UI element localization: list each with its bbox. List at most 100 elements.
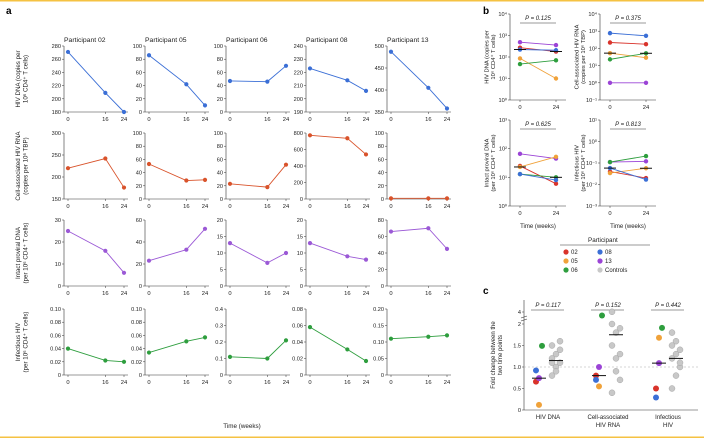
y-tick-label: 400 [294,164,303,170]
data-point [65,166,71,171]
data-point [65,346,71,351]
series-line [609,167,647,174]
data-point [202,177,208,182]
y-tick-label: 20 [55,240,61,246]
data-point [307,133,313,138]
x-tick-label: 24 [363,380,370,386]
control-point [616,350,624,358]
y-tick-label: 190 [294,110,303,116]
legend-swatch [563,249,569,255]
y-tick-label: 250 [52,153,61,159]
legend-label: 13 [605,259,612,265]
x-tick-label: 24 [202,117,209,123]
series-line [609,42,647,45]
chart-ylabel-line: two time points [498,335,504,375]
x-tick-label: 0 [66,117,69,123]
y-tick-label: 80 [136,144,142,150]
chart-ylabel: Intact proviral DNA(per 10⁶ CD4⁺ T cells… [484,134,497,191]
data-point [121,270,127,275]
y-tick-label: 0.08 [131,320,142,326]
y-tick-label: 240 [294,44,303,50]
y-tick-label: 0 [381,284,384,290]
data-point [643,177,649,182]
y-tick-label: 0.08 [50,320,61,326]
data-point [553,58,559,63]
series-line [519,173,557,178]
data-point [517,171,523,177]
participant-title: Participant 02 [64,37,106,44]
data-point [426,85,431,90]
x-tick-label: 16 [183,291,189,297]
y-tick-label: 0 [300,197,303,203]
p-value-label: P = 0.442 [655,303,681,309]
series-line [519,58,557,79]
x-tick-label: 24 [202,291,209,297]
legend-label: 06 [571,268,578,274]
y-tick-label: 40 [378,251,384,257]
participant-point [536,401,542,408]
data-point [121,359,127,364]
x-tick-label: 0 [147,291,150,297]
y-tick-label: 200 [294,181,303,187]
x-tick-label: 0 [389,117,392,123]
y-tick-label: 0 [220,197,223,203]
y-tick-label: 200 [52,97,61,103]
chart-ylabel-line: (per 10⁶ CD4⁺ T cells) [490,134,497,191]
row-ylabel-line: (copies per 10⁶ TBP) [22,137,29,194]
y-tick-label: 0.04 [50,347,61,353]
panel-a-grid: Participant 02 Participant 05 Participant … [15,37,451,430]
chart-ylabel-line: 10⁶ CD4⁺ T cells) [490,34,497,79]
data-point [643,159,649,164]
data-point [307,66,313,71]
control-point [548,342,556,349]
y-tick-label: 0 [58,373,61,379]
control-point [608,342,616,349]
series-line [309,326,367,362]
participant-point [599,312,605,319]
x-tick-label: 16 [344,380,350,386]
y-tick-label: 10⁴ [498,11,507,18]
y-tick-label: 60 [136,218,142,224]
data-point [283,63,289,68]
x-tick-label: 16 [264,291,270,297]
x-tick-label: 0 [147,117,150,123]
x-tick-label: 24 [444,291,451,297]
data-point [283,250,289,256]
participant-point [656,334,662,341]
data-point [227,241,233,246]
y-tick-label: 40 [136,240,142,246]
y-tick-label: 150 [52,197,61,203]
y-tick-label: 0.10 [131,307,142,313]
data-point [388,336,394,341]
y-tick-label: 10¹ [589,118,597,124]
data-point [643,80,649,86]
legend-label: 08 [605,250,612,256]
data-point [184,247,189,252]
data-point [184,178,189,183]
y-tick-label: 15 [297,235,303,241]
y-tick-label: 5 [220,268,223,274]
x-tick-label: 24 [121,380,128,386]
x-tick-label: 16 [425,117,431,123]
data-point [607,159,613,165]
y-tick-label: 80 [378,218,384,224]
y-tick-label: 0 [220,373,223,379]
y-tick-label: 60 [136,70,142,76]
x-tick-label: 0 [228,117,231,123]
chart-ylabel-line: Cell-associated HIV RNA [574,24,580,89]
control-point [552,368,560,375]
y-tick-label: 0 [139,373,142,379]
x-tick-label: 0 [308,291,311,297]
legend-swatch [563,267,569,273]
y-tick-label: 600 [294,148,303,154]
row-ylabel-line: Cell-associated HIV RNA [15,131,22,201]
control-point [672,338,680,345]
panel-b: 10⁰ 10¹ 10² 10³ 10⁴ 0 24 HIV DNA (copies per10⁶… [484,11,656,230]
x-tick-label: 16 [425,380,431,386]
data-point [103,156,108,161]
y-tick-label: 0 [300,284,303,290]
row-ylabel-line: HIV DNA (copies per [15,50,22,107]
data-point [103,248,108,253]
row-ylabel: Intact proviral DNA(per 10⁶ CD4⁺ T cells… [15,223,29,284]
x-tick-label: 0 [389,380,392,386]
